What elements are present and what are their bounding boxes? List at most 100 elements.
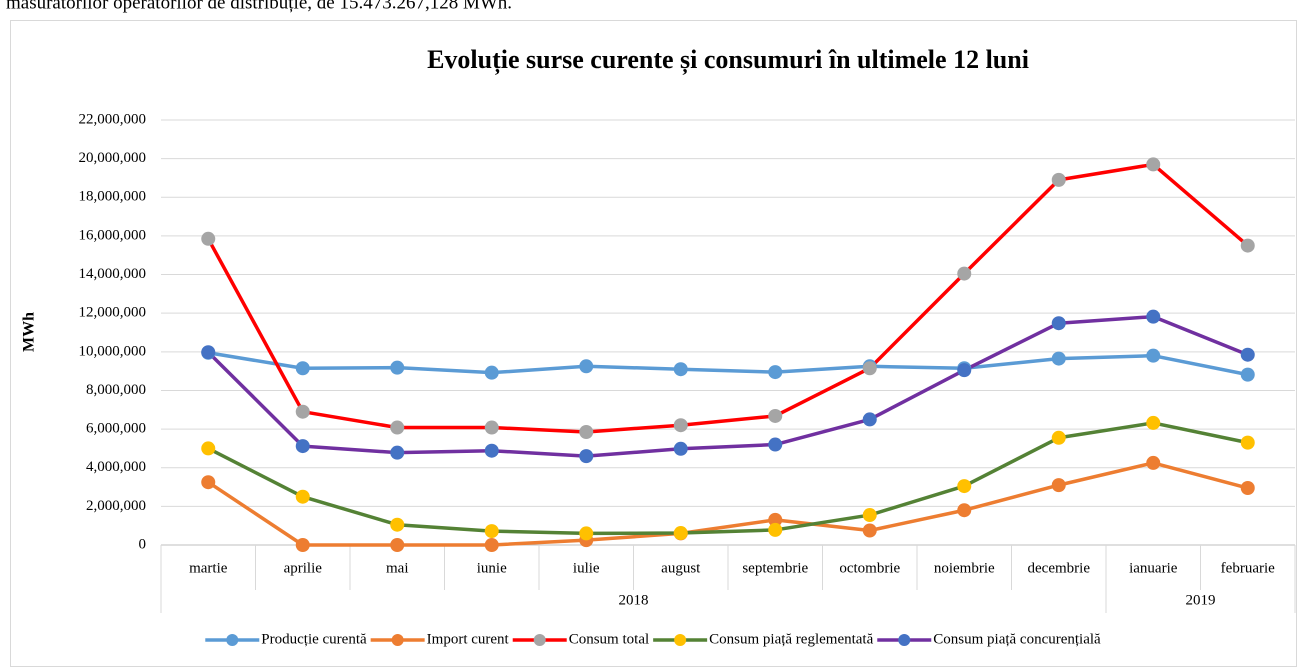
data-point xyxy=(295,404,310,419)
x-tick-label: iulie xyxy=(573,560,600,576)
data-point xyxy=(768,365,783,380)
legend-label: Import curent xyxy=(427,631,510,647)
y-tick-label: 22,000,000 xyxy=(79,111,147,127)
series-line xyxy=(207,351,1249,377)
data-point xyxy=(295,361,310,376)
x-tick-label: noiembrie xyxy=(934,560,995,576)
data-point xyxy=(295,439,310,454)
x-tick-label: octombrie xyxy=(839,560,900,576)
data-point xyxy=(957,363,972,378)
y-tick-label: 10,000,000 xyxy=(79,343,147,359)
data-point xyxy=(295,538,310,552)
data-point xyxy=(1240,367,1255,382)
x-group-label: 2018 xyxy=(619,592,649,608)
x-group-label: 2019 xyxy=(1186,592,1216,608)
data-point xyxy=(1051,172,1066,187)
data-point xyxy=(484,524,499,539)
legend-marker xyxy=(898,634,911,646)
data-point xyxy=(201,441,216,456)
data-point xyxy=(1240,238,1255,253)
data-point xyxy=(1146,415,1161,430)
data-point xyxy=(484,443,499,458)
legend-label: Producție curentă xyxy=(261,631,367,647)
y-tick-label: 8,000,000 xyxy=(86,382,146,398)
y-axis-label: MWh xyxy=(21,312,38,352)
data-point xyxy=(957,503,972,518)
legend-marker xyxy=(391,634,404,646)
data-point xyxy=(862,523,877,538)
data-point xyxy=(673,441,688,456)
data-point xyxy=(862,412,877,427)
data-point xyxy=(768,408,783,423)
data-point xyxy=(862,508,877,523)
data-point xyxy=(1240,435,1255,450)
data-point xyxy=(579,424,594,439)
legend-marker xyxy=(533,634,546,646)
legend-label: Consum total xyxy=(569,631,649,647)
data-point xyxy=(1240,481,1255,496)
legend-label: Consum piață reglementată xyxy=(709,631,873,647)
data-point xyxy=(201,231,216,246)
chart-title: Evoluție surse curente și consumuri în u… xyxy=(427,45,1029,75)
data-point xyxy=(1146,309,1161,324)
data-point xyxy=(484,538,499,552)
x-tick-label: septembrie xyxy=(742,560,808,576)
data-point xyxy=(673,526,688,541)
data-point xyxy=(1051,316,1066,331)
data-point xyxy=(390,445,405,460)
data-point xyxy=(1051,430,1066,445)
data-point xyxy=(1240,347,1255,362)
data-point xyxy=(673,362,688,377)
chart-frame xyxy=(10,20,1297,667)
legend-label: Consum piață concurențială xyxy=(933,631,1101,647)
data-point xyxy=(957,266,972,281)
x-tick-label: aprilie xyxy=(284,560,323,576)
series-line xyxy=(207,314,1249,458)
legend-marker xyxy=(674,634,687,646)
y-tick-label: 18,000,000 xyxy=(79,189,147,205)
y-tick-label: 20,000,000 xyxy=(79,150,147,166)
data-point xyxy=(1051,351,1066,366)
data-point xyxy=(484,365,499,380)
data-point xyxy=(579,526,594,541)
data-point xyxy=(957,479,972,494)
x-tick-label: martie xyxy=(189,560,228,576)
data-point xyxy=(768,522,783,537)
data-point xyxy=(390,420,405,435)
x-tick-label: mai xyxy=(386,560,409,576)
data-point xyxy=(201,475,216,490)
y-tick-label: 2,000,000 xyxy=(86,498,146,514)
data-point xyxy=(390,517,405,532)
y-tick-label: 6,000,000 xyxy=(86,421,146,437)
y-tick-label: 12,000,000 xyxy=(79,305,147,321)
data-point xyxy=(1146,348,1161,363)
data-point xyxy=(768,437,783,452)
data-point xyxy=(862,361,877,376)
data-point xyxy=(390,360,405,375)
header-text: măsurătorilor operatorilor de distribuți… xyxy=(6,0,512,13)
x-tick-label: august xyxy=(661,560,701,576)
legend-marker xyxy=(226,634,239,646)
data-point xyxy=(201,345,216,360)
data-point xyxy=(1146,455,1161,470)
data-point xyxy=(768,512,783,527)
data-point xyxy=(1051,478,1066,493)
data-point xyxy=(484,420,499,435)
x-tick-label: decembrie xyxy=(1028,560,1091,576)
series-line xyxy=(207,421,1249,536)
data-point xyxy=(1146,157,1161,172)
y-tick-label: 4,000,000 xyxy=(86,459,146,475)
x-tick-label: iunie xyxy=(477,560,507,576)
y-tick-label: 14,000,000 xyxy=(79,266,147,282)
data-point xyxy=(579,449,594,464)
y-tick-label: 0 xyxy=(139,536,147,552)
data-point xyxy=(579,359,594,374)
data-point xyxy=(295,489,310,504)
data-point xyxy=(390,538,405,552)
x-tick-label: ianuarie xyxy=(1129,560,1178,576)
x-tick-label: februarie xyxy=(1221,560,1275,576)
data-point xyxy=(673,418,688,433)
series-line xyxy=(206,162,1249,434)
series-line xyxy=(207,461,1249,547)
